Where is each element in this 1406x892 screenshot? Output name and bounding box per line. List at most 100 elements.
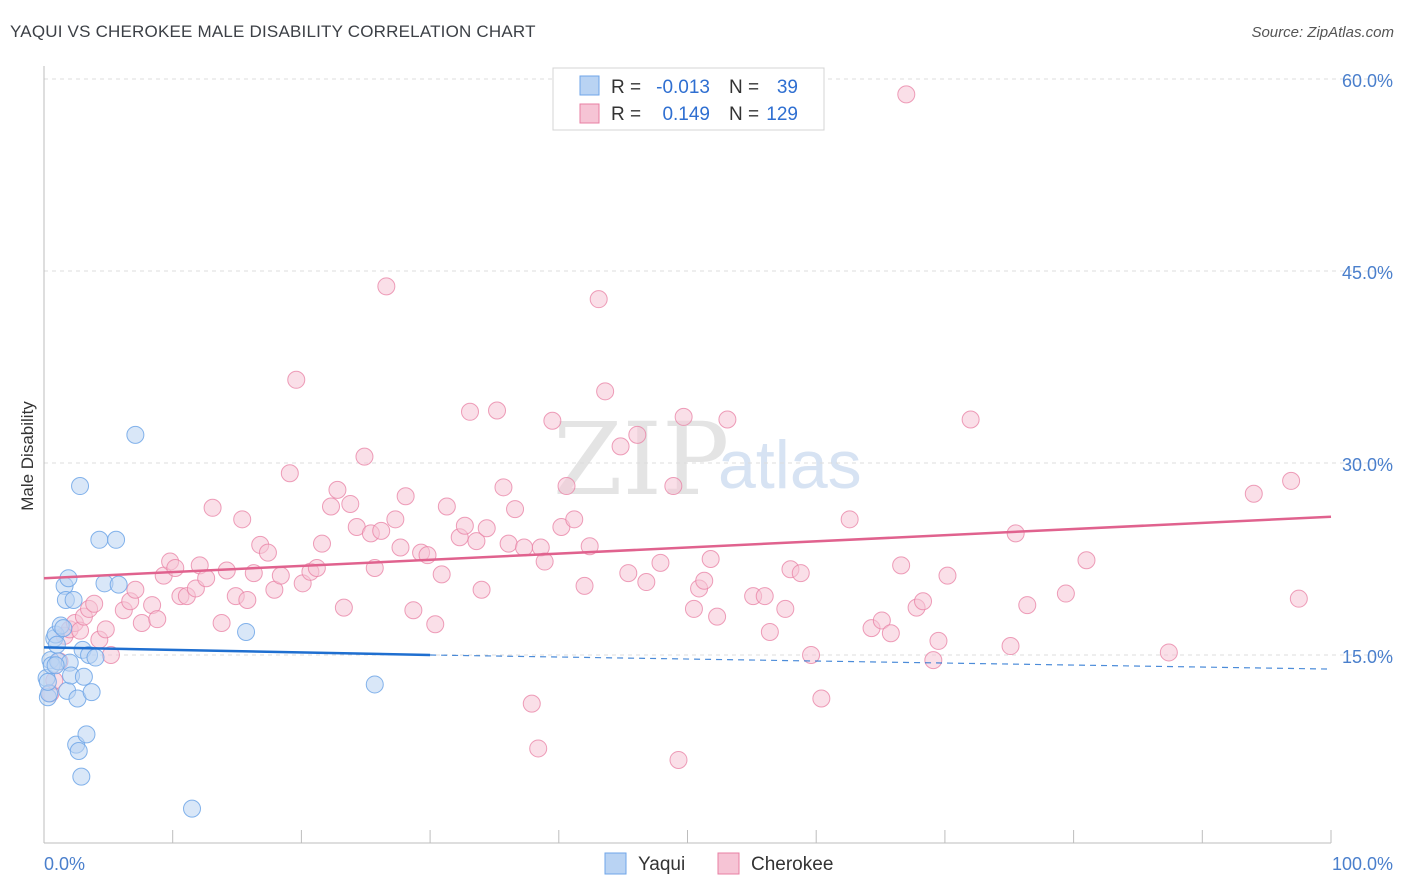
cherokee-point	[287, 370, 306, 389]
cherokee-point	[684, 599, 703, 618]
cherokee-point	[755, 587, 774, 606]
cherokee-point	[197, 569, 216, 588]
bottom-legend-swatch-cherokee	[717, 852, 740, 875]
yaqui-point	[109, 575, 128, 594]
cherokee-point	[674, 407, 693, 426]
cherokee-point	[776, 599, 795, 618]
yaqui-point	[47, 635, 66, 654]
cherokee-point	[460, 402, 479, 421]
cherokee-point	[341, 494, 360, 513]
cherokee-points	[41, 85, 1308, 769]
y-tick-label: 60.0%	[1342, 71, 1393, 91]
cherokee-point	[760, 622, 779, 641]
cherokee-point	[280, 464, 299, 483]
cherokee-point	[455, 516, 474, 535]
trend-lines	[43, 515, 1332, 670]
cherokee-point	[529, 739, 548, 758]
chart-title: YAQUI VS CHEROKEE MALE DISABILITY CORREL…	[10, 22, 536, 41]
cherokee-point	[695, 571, 714, 590]
cherokee-point	[791, 564, 810, 583]
cherokee-point	[334, 598, 353, 617]
cherokee-point	[1018, 596, 1037, 615]
yaqui-point	[183, 799, 202, 818]
yaqui-point	[90, 530, 109, 549]
yaqui-point	[72, 767, 91, 786]
cherokee-point	[1289, 589, 1308, 608]
cherokee-point	[386, 510, 405, 529]
yaqui-point	[38, 672, 57, 691]
cherokee-point	[1056, 584, 1075, 603]
legend-swatch-yaqui	[579, 75, 600, 96]
cherokee-point	[565, 510, 584, 529]
cherokee-point	[85, 594, 104, 613]
yaqui-point	[69, 742, 88, 760]
legend-r-label-yaqui: R =	[611, 77, 641, 98]
cherokee-point	[467, 532, 486, 551]
yaqui-point	[74, 667, 93, 686]
yaqui-trend-extension	[430, 654, 1332, 670]
yaqui-points	[37, 425, 384, 818]
cherokee-point	[872, 611, 891, 630]
cherokee-point	[938, 566, 957, 585]
cherokee-point	[96, 620, 115, 639]
cherokee-point	[499, 534, 518, 553]
cherokee-point	[328, 480, 347, 499]
legend-swatch-cherokee	[579, 103, 600, 124]
cherokee-point	[1159, 643, 1178, 662]
x-tick-label-max: 100.0%	[1332, 854, 1393, 874]
legend-n-value-yaqui: 39	[777, 77, 798, 98]
cherokee-point	[708, 607, 727, 626]
legend-r-value-yaqui: -0.013	[656, 77, 710, 98]
bottom-legend-label-yaqui: Yaqui	[638, 854, 685, 875]
cherokee-point	[437, 497, 456, 516]
cherokee-point	[506, 500, 525, 519]
cherokee-point	[637, 573, 656, 592]
yaqui-point	[71, 477, 90, 496]
cherokee-point	[148, 610, 167, 629]
x-tick-label-min: 0.0%	[44, 854, 85, 874]
cherokee-point	[312, 534, 331, 553]
cherokee-point	[628, 425, 647, 444]
cherokee-point	[396, 487, 415, 506]
watermark-atlas: atlas	[718, 427, 862, 503]
legend-n-label-yaqui: N =	[729, 77, 759, 98]
cherokee-point	[1282, 471, 1301, 490]
y-tick-labels: 15.0% 30.0% 45.0% 60.0%	[1342, 71, 1393, 667]
yaqui-point	[365, 675, 384, 694]
legend-n-value-cherokee: 129	[766, 104, 798, 125]
legend: R = -0.013 N = 39 R = 0.149 N = 129	[552, 67, 825, 131]
cherokee-point	[203, 498, 222, 517]
cherokee-point	[132, 614, 151, 632]
yaqui-point	[77, 725, 96, 744]
cherokee-point	[543, 411, 562, 430]
legend-r-label-cherokee: R =	[611, 104, 641, 125]
yaqui-point	[82, 683, 101, 702]
cherokee-point	[372, 521, 391, 540]
yaqui-point	[237, 622, 256, 641]
watermark-zip: ZIP	[553, 401, 729, 518]
y-tick-label: 45.0%	[1342, 263, 1393, 283]
yaqui-point	[46, 656, 65, 675]
cherokee-point	[258, 543, 277, 562]
cherokee-point	[929, 631, 948, 650]
yaqui-point	[54, 619, 73, 638]
cherokee-point	[596, 382, 615, 401]
cherokee-point	[881, 624, 900, 643]
cherokee-point	[619, 564, 638, 583]
legend-n-label-cherokee: N =	[729, 104, 759, 125]
bottom-legend: Yaqui Cherokee	[604, 852, 833, 875]
cherokee-point	[897, 85, 916, 104]
cherokee-point	[126, 580, 145, 599]
cherokee-point	[961, 410, 980, 429]
cherokee-point	[589, 290, 608, 309]
cherokee-point	[812, 689, 831, 708]
cherokee-trend-line	[43, 515, 1332, 580]
source-note: Source: ZipAtlas.com	[1251, 24, 1394, 41]
cherokee-point	[488, 401, 507, 420]
cherokee-point	[1001, 637, 1020, 656]
cherokee-point	[432, 565, 451, 584]
cherokee-point	[322, 497, 341, 516]
cherokee-point	[377, 277, 396, 296]
cherokee-point	[701, 550, 720, 568]
cherokee-point	[1006, 524, 1025, 543]
